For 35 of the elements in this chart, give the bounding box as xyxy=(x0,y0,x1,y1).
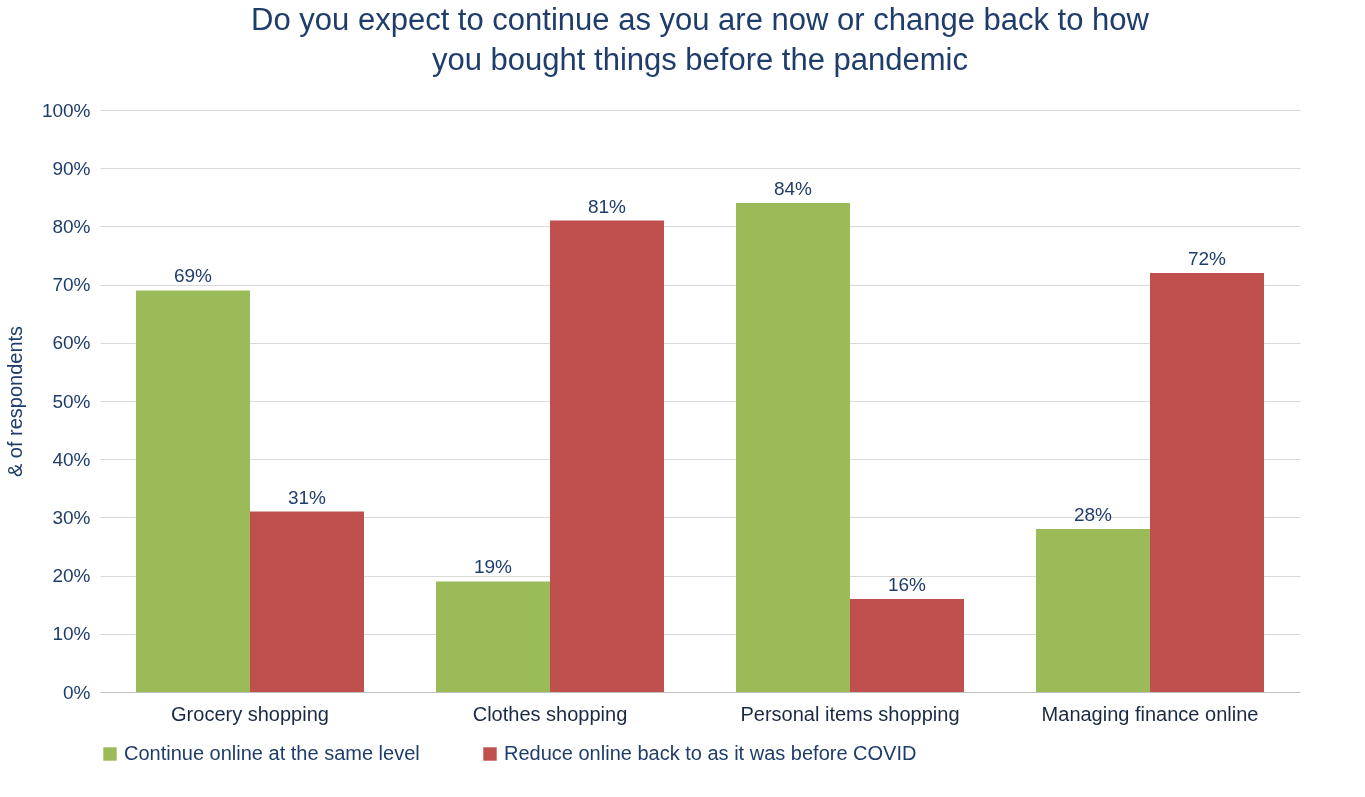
data-label: 81% xyxy=(587,195,627,217)
y-tick-label: 0% xyxy=(63,681,91,703)
x-tick-label: Clothes shopping xyxy=(472,702,628,725)
bar xyxy=(736,203,850,692)
data-label: 72% xyxy=(1187,247,1227,269)
legend-label: Continue online at the same level xyxy=(124,742,420,764)
y-tick-label: 10% xyxy=(52,623,91,645)
data-label: 16% xyxy=(887,573,927,595)
data-label: 19% xyxy=(473,556,513,578)
y-tick-label: 100% xyxy=(41,99,91,121)
bar xyxy=(1036,529,1150,692)
data-label: 69% xyxy=(173,265,213,287)
y-tick-label: 30% xyxy=(52,506,91,528)
x-tick-label: Personal items shopping xyxy=(740,702,960,725)
bar xyxy=(136,290,250,692)
data-label: 84% xyxy=(773,178,813,200)
y-tick-label: 20% xyxy=(52,565,91,587)
bar xyxy=(850,598,964,692)
data-label: 31% xyxy=(287,486,327,508)
bar xyxy=(436,581,550,692)
x-tick-label: Grocery shopping xyxy=(171,702,329,725)
legend-label: Reduce online back to as it was before COVID xyxy=(504,742,917,764)
y-tick-label: 60% xyxy=(52,332,91,354)
y-tick-label: 80% xyxy=(52,215,91,237)
data-label: 28% xyxy=(1073,504,1113,526)
y-tick-label: 50% xyxy=(52,390,91,412)
y-tick-label: 40% xyxy=(52,448,91,470)
bar xyxy=(250,511,364,692)
chart-title: Do you expect to continue as you are now or change back to how you bought things before the pandemic xyxy=(251,2,1150,77)
y-tick-label: 90% xyxy=(52,157,91,179)
bar xyxy=(550,220,664,692)
y-tick-label: 70% xyxy=(52,274,91,296)
y-axis-title: & of respondents xyxy=(3,325,26,478)
x-tick-label: Managing finance online xyxy=(1041,702,1259,725)
bar xyxy=(1150,272,1264,692)
